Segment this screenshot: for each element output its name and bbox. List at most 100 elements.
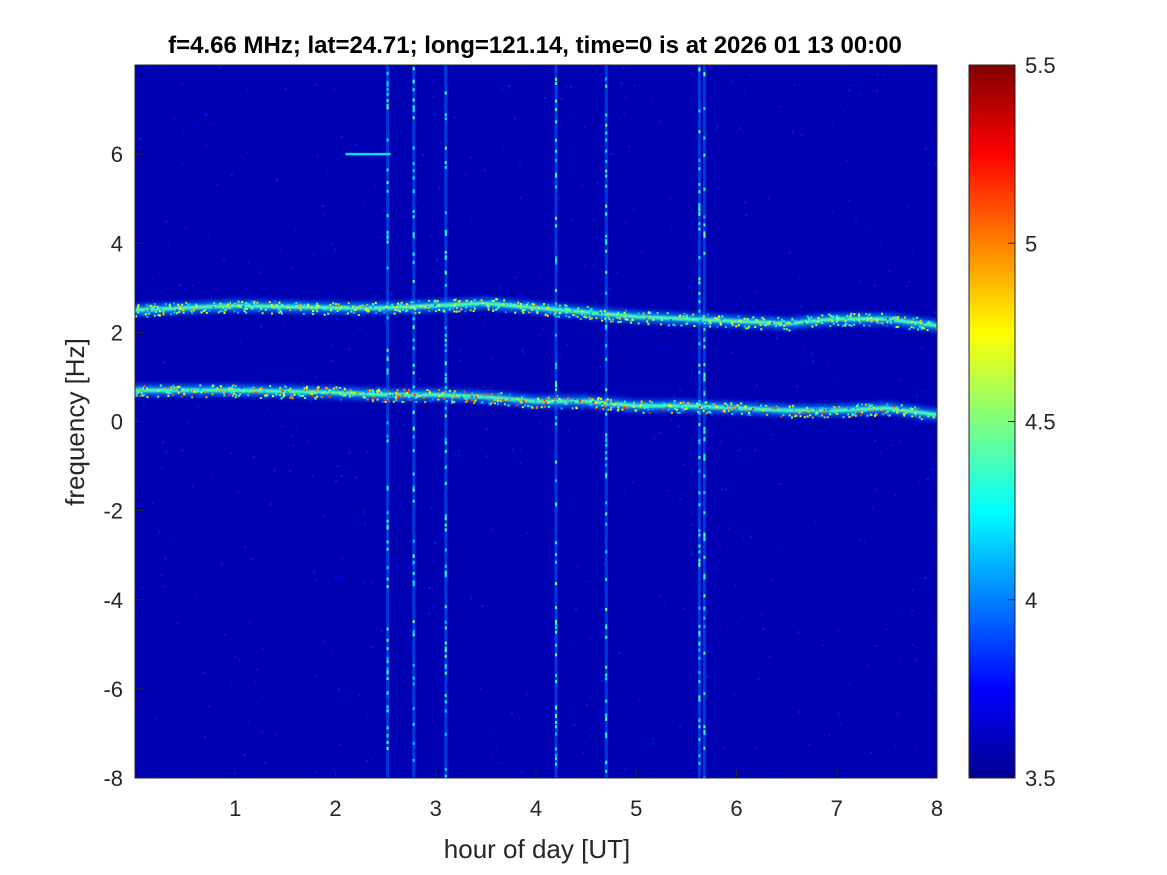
noise-speckle [194, 593, 197, 596]
streak-speckle [703, 231, 706, 235]
noise-speckle [868, 224, 871, 227]
noise-speckle [326, 624, 329, 627]
lower-band-speckle [445, 398, 448, 401]
noise-speckle [163, 67, 166, 70]
upper-band-speckle [628, 311, 631, 314]
lower-band-speckle [324, 386, 327, 389]
noise-speckle [383, 678, 386, 681]
noise-speckle [650, 375, 652, 378]
lower-band-speckle [481, 401, 484, 404]
upper-band-speckle [424, 306, 427, 309]
upper-band-speckle [867, 317, 870, 320]
noise-speckle [358, 216, 361, 219]
upper-band-speckle [601, 319, 604, 322]
noise-speckle [666, 586, 668, 589]
streak-speckle [386, 734, 389, 738]
lower-band-speckle [678, 411, 681, 414]
noise-speckle [165, 451, 168, 454]
noise-speckle [671, 539, 674, 542]
noise-speckle [383, 70, 386, 73]
noise-speckle [909, 230, 912, 233]
lower-band-speckle [702, 409, 705, 412]
noise-speckle [346, 173, 348, 176]
noise-speckle [364, 741, 367, 744]
noise-speckle [247, 578, 249, 581]
upper-band-speckle [897, 316, 900, 319]
noise-speckle [338, 587, 341, 589]
noise-speckle [216, 183, 219, 186]
noise-speckle [566, 761, 569, 764]
noise-speckle [233, 377, 236, 379]
upper-band-speckle [396, 309, 399, 312]
noise-speckle [208, 194, 211, 197]
noise-speckle [683, 258, 686, 261]
upper-band-speckle [251, 303, 254, 306]
noise-speckle [543, 185, 546, 188]
lower-band-speckle [574, 397, 577, 400]
streak-speckle [444, 437, 447, 441]
noise-speckle [573, 723, 576, 726]
noise-speckle [675, 528, 677, 531]
upper-band-speckle [850, 324, 853, 327]
upper-band-speckle [372, 303, 374, 306]
lower-band-speckle [811, 416, 814, 419]
upper-band-speckle [233, 310, 236, 313]
lower-band-speckle [272, 393, 275, 396]
noise-speckle [823, 251, 825, 254]
noise-speckle [217, 164, 220, 167]
lower-band-speckle [200, 389, 203, 392]
noise-speckle [854, 528, 857, 531]
upper-band-speckle [805, 321, 807, 324]
upper-band-speckle [707, 323, 709, 325]
lower-band-speckle [251, 388, 254, 391]
noise-speckle [729, 479, 732, 482]
lower-band-speckle [476, 395, 479, 398]
upper-band-speckle [680, 324, 683, 327]
lower-band-speckle [814, 408, 817, 410]
streak-speckle [698, 503, 701, 507]
noise-speckle [542, 226, 545, 229]
noise-speckle [184, 470, 187, 473]
noise-speckle [837, 629, 840, 631]
noise-speckle [929, 703, 932, 706]
lower-band-speckle [623, 404, 625, 407]
noise-speckle [576, 419, 579, 422]
noise-speckle [560, 98, 563, 100]
noise-speckle [458, 527, 461, 530]
noise-speckle [694, 607, 697, 610]
upper-band-speckle [544, 314, 547, 317]
streak-speckle [698, 439, 701, 443]
upper-band-speckle [299, 304, 302, 307]
noise-speckle [773, 424, 776, 427]
upper-band-speckle [139, 311, 142, 314]
lower-band-speckle [137, 391, 140, 394]
streak-speckle [412, 741, 415, 745]
noise-speckle [584, 86, 587, 89]
upper-band-speckle [731, 324, 734, 327]
noise-speckle [320, 357, 323, 360]
noise-speckle [383, 186, 386, 189]
colorbar-ticks: 3.544.555.5 [1008, 53, 1056, 791]
noise-speckle [478, 444, 481, 447]
lower-band-speckle [607, 401, 610, 404]
upper-band-speckle [879, 322, 882, 324]
lower-band-speckle [247, 394, 250, 397]
streak-speckle [555, 606, 557, 610]
lower-band-speckle [595, 401, 598, 404]
upper-band-speckle [833, 317, 836, 320]
noise-speckle [626, 715, 629, 718]
lower-band-speckle [903, 413, 905, 415]
upper-band-speckle [243, 310, 246, 313]
noise-speckle [538, 333, 541, 336]
noise-speckle [511, 448, 514, 451]
noise-speckle [198, 160, 201, 163]
noise-speckle [848, 89, 851, 92]
noise-speckle [457, 454, 460, 457]
noise-speckle [229, 483, 232, 486]
lower-band-speckle [868, 403, 871, 406]
noise-speckle [409, 598, 412, 601]
lower-band-speckle [854, 414, 857, 417]
noise-speckle [743, 92, 746, 95]
noise-speckle [375, 654, 377, 657]
